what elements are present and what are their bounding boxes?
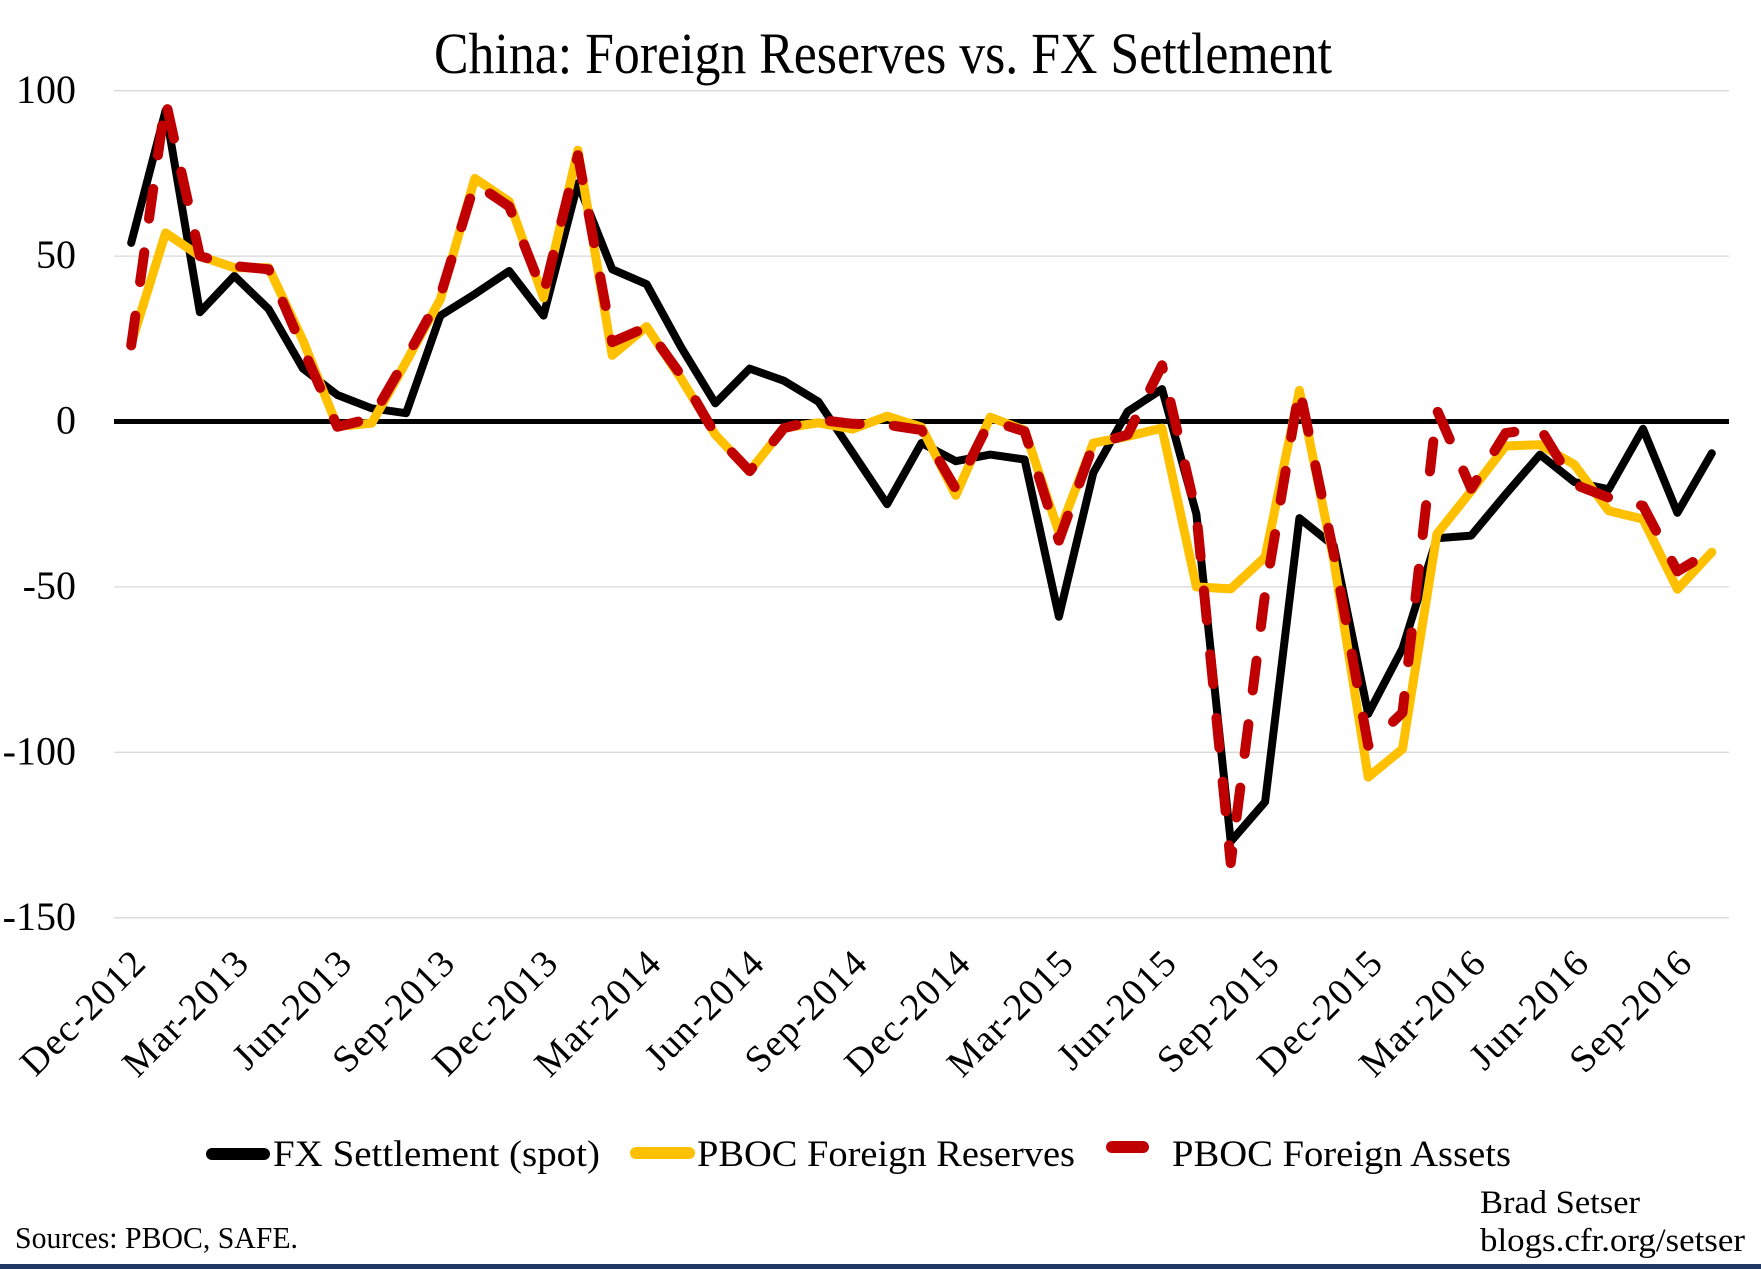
- svg-text:PBOC Foreign Reserves: PBOC Foreign Reserves: [697, 1134, 1075, 1175]
- svg-text:0: 0: [56, 398, 76, 443]
- svg-text:PBOC Foreign Assets: PBOC Foreign Assets: [1172, 1134, 1511, 1175]
- svg-text:-150: -150: [3, 894, 76, 939]
- svg-text:100: 100: [16, 67, 76, 112]
- svg-text:-100: -100: [3, 728, 76, 773]
- svg-text:FX Settlement (spot): FX Settlement (spot): [273, 1134, 600, 1175]
- svg-text:China: Foreign Reserves vs. FX: China: Foreign Reserves vs. FX Settlemen…: [434, 21, 1332, 86]
- svg-text:Sources: PBOC, SAFE.: Sources: PBOC, SAFE.: [15, 1220, 298, 1255]
- svg-text:-50: -50: [23, 563, 76, 608]
- svg-text:Brad Setser: Brad Setser: [1480, 1185, 1640, 1221]
- svg-text:blogs.cfr.org/setser: blogs.cfr.org/setser: [1480, 1223, 1745, 1259]
- svg-text:50: 50: [36, 232, 76, 277]
